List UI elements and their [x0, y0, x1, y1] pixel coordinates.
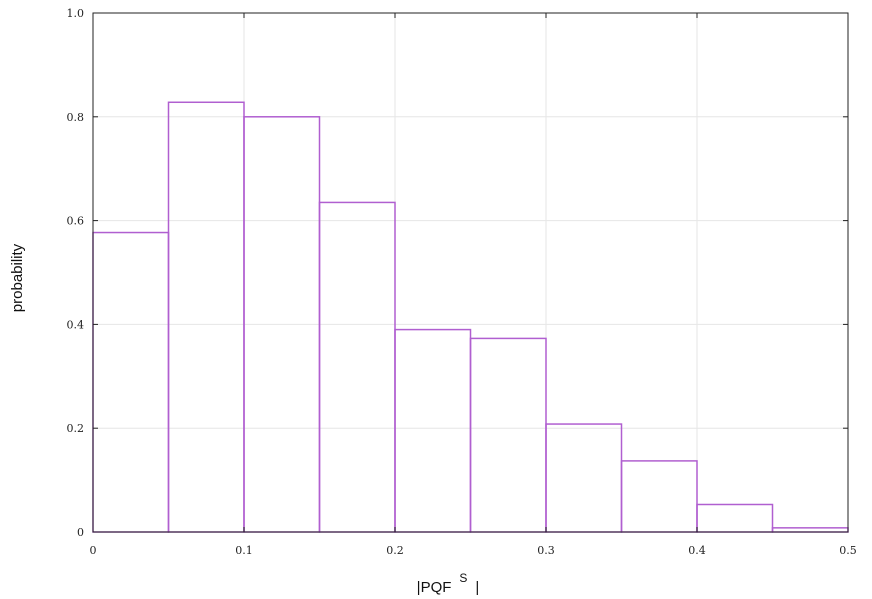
y-tick-label: 0.2: [67, 422, 85, 435]
histogram-bar: [394, 328, 472, 533]
tick-labels: 0 0.2 0.4 0.6 0.8 1.0 0 0.1 0.2 0.3 0.4 0.5: [67, 7, 857, 557]
x-tick-label: 0.1: [235, 544, 253, 557]
histogram-bar: [318, 201, 396, 533]
histogram-bar: [167, 101, 245, 533]
histogram-bar: [92, 231, 170, 533]
x-axis-label-superscript: S: [459, 571, 467, 585]
y-tick-label: 0: [77, 526, 84, 539]
axis-ticks: [92, 12, 849, 533]
y-tick-label: 0.4: [67, 318, 85, 331]
histogram-bar: [469, 337, 547, 533]
x-tick-label: 0.4: [688, 544, 706, 557]
histogram-bar: [771, 527, 849, 533]
y-axis-label: probability: [9, 243, 26, 312]
x-tick-label: 0.3: [537, 544, 555, 557]
histogram-bars: [92, 101, 849, 533]
x-axis-label-end: |: [475, 579, 479, 596]
y-tick-label: 0.8: [67, 111, 85, 124]
x-tick-label: 0.5: [839, 544, 857, 557]
histogram-bar: [545, 423, 623, 533]
x-tick-label: 0.2: [386, 544, 404, 557]
histogram-bar: [696, 503, 774, 533]
x-axis-label: |PQF S |: [417, 571, 480, 596]
y-tick-label: 0.6: [67, 215, 85, 228]
y-tick-label: 1.0: [67, 7, 85, 20]
plot-frame: [92, 12, 849, 533]
histogram-bar: [620, 460, 698, 533]
x-axis-label-main: |PQF: [417, 579, 452, 596]
x-tick-label: 0: [90, 544, 97, 557]
